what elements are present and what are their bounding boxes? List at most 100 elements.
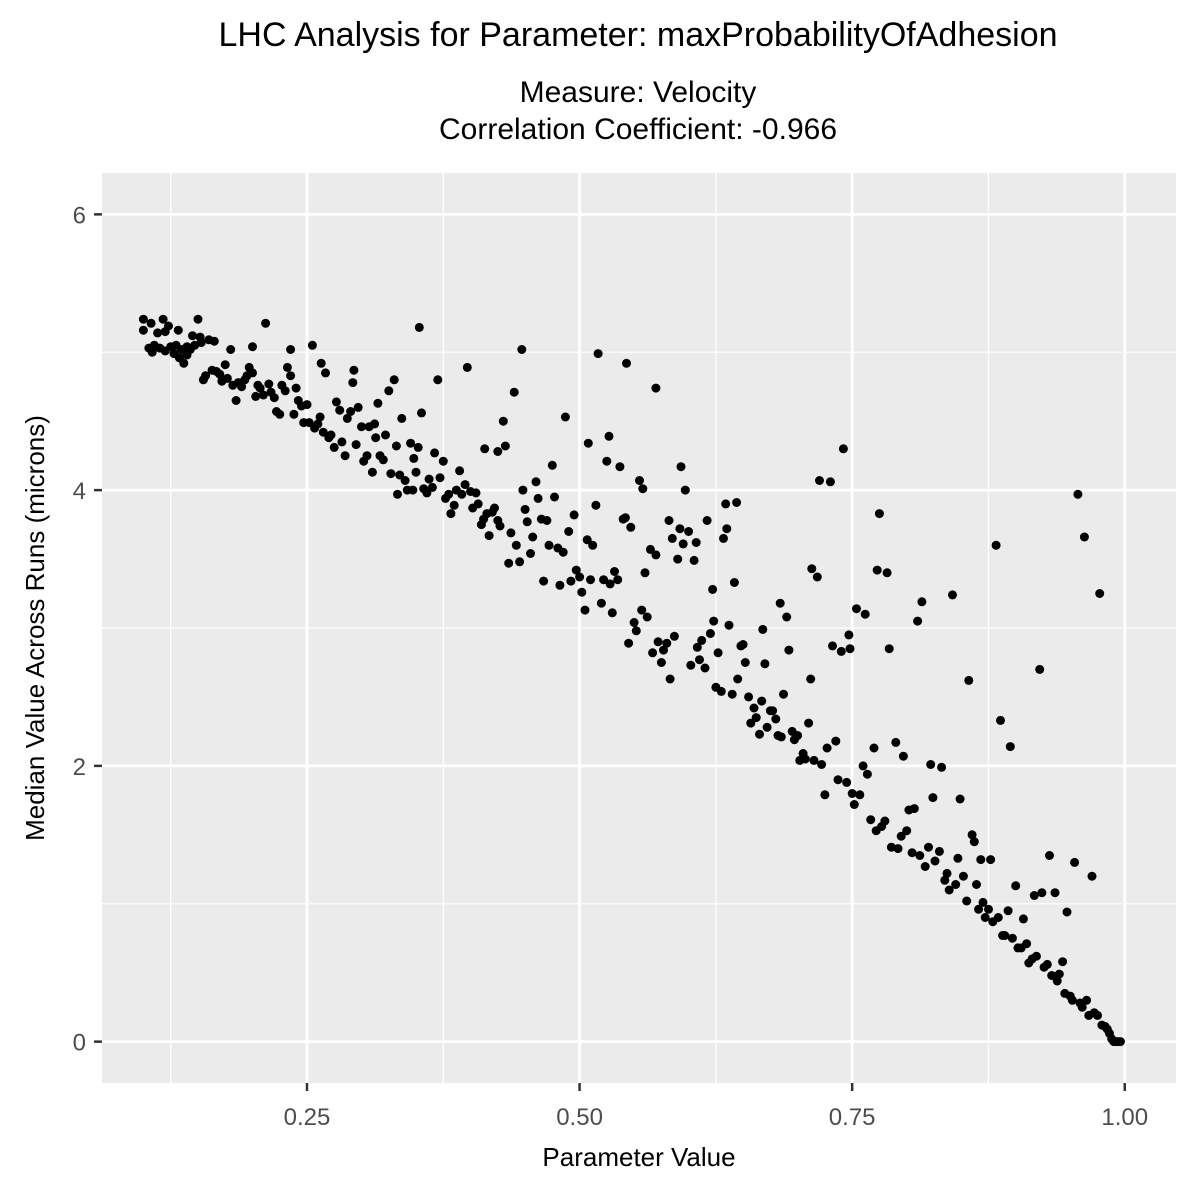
data-point bbox=[680, 485, 690, 495]
data-point bbox=[940, 875, 950, 885]
data-point bbox=[313, 419, 323, 429]
data-point bbox=[749, 703, 759, 713]
data-point bbox=[391, 441, 401, 451]
data-point bbox=[984, 904, 993, 914]
data-point bbox=[495, 521, 505, 531]
data-point bbox=[844, 630, 854, 640]
data-point bbox=[550, 492, 559, 502]
data-point bbox=[721, 499, 731, 509]
data-point bbox=[490, 503, 499, 513]
data-point bbox=[531, 477, 541, 487]
data-point bbox=[571, 565, 581, 575]
data-point bbox=[775, 598, 785, 608]
data-point bbox=[173, 325, 183, 335]
data-point bbox=[357, 422, 366, 432]
data-point bbox=[261, 318, 271, 328]
data-point bbox=[757, 696, 767, 706]
data-point bbox=[836, 646, 846, 656]
data-point bbox=[596, 598, 606, 608]
data-point bbox=[934, 846, 944, 856]
data-points bbox=[138, 314, 1125, 1047]
data-point bbox=[411, 467, 421, 477]
data-point bbox=[709, 616, 719, 626]
data-point bbox=[580, 605, 590, 615]
y-tick-label: 4 bbox=[73, 478, 86, 505]
data-point bbox=[825, 477, 835, 487]
y-axis-title: Median Value Across Runs (microns) bbox=[20, 415, 50, 841]
data-point bbox=[642, 612, 652, 622]
data-point bbox=[304, 418, 314, 428]
data-point bbox=[280, 386, 290, 396]
data-point bbox=[1079, 532, 1089, 542]
data-point bbox=[958, 871, 968, 881]
data-point bbox=[462, 362, 472, 372]
data-point bbox=[729, 578, 739, 587]
data-point bbox=[727, 689, 737, 699]
data-point bbox=[831, 736, 841, 746]
data-point bbox=[164, 321, 173, 331]
data-point bbox=[996, 715, 1005, 725]
data-point bbox=[435, 473, 445, 483]
data-point bbox=[286, 371, 296, 381]
data-point bbox=[215, 369, 225, 379]
data-point bbox=[1045, 851, 1054, 860]
data-point bbox=[362, 451, 372, 461]
data-point bbox=[397, 413, 407, 423]
data-point bbox=[874, 509, 884, 519]
data-point bbox=[828, 641, 837, 651]
data-point bbox=[500, 441, 510, 451]
data-point bbox=[697, 635, 707, 645]
data-point bbox=[248, 368, 257, 378]
data-point bbox=[307, 340, 317, 350]
data-point bbox=[196, 338, 206, 348]
data-point bbox=[1037, 888, 1047, 898]
data-point bbox=[955, 794, 965, 804]
data-point bbox=[951, 880, 961, 889]
x-tick-label: 0.75 bbox=[829, 1104, 876, 1131]
data-point bbox=[591, 500, 601, 510]
data-point bbox=[852, 604, 861, 614]
data-point bbox=[667, 533, 677, 543]
data-point bbox=[928, 793, 938, 803]
data-point bbox=[193, 314, 203, 324]
data-point bbox=[620, 513, 630, 523]
data-point bbox=[258, 390, 268, 400]
data-point bbox=[974, 904, 984, 914]
data-point bbox=[555, 580, 565, 590]
data-point bbox=[1029, 891, 1039, 900]
data-point bbox=[993, 913, 1003, 922]
data-point bbox=[348, 378, 358, 388]
data-point bbox=[1011, 881, 1021, 891]
data-point bbox=[656, 658, 666, 667]
data-point bbox=[648, 648, 658, 658]
data-point bbox=[920, 862, 930, 871]
data-point bbox=[806, 674, 816, 684]
data-point bbox=[751, 713, 761, 723]
data-point bbox=[547, 460, 557, 470]
data-point bbox=[626, 522, 636, 532]
data-point bbox=[533, 493, 543, 503]
data-point bbox=[393, 489, 402, 499]
data-point bbox=[153, 328, 163, 338]
data-point bbox=[1115, 1037, 1125, 1047]
data-point bbox=[509, 387, 519, 397]
data-point bbox=[289, 409, 299, 419]
data-point bbox=[386, 469, 396, 479]
data-point bbox=[847, 789, 857, 798]
data-point bbox=[251, 391, 261, 401]
data-point bbox=[1050, 888, 1060, 898]
data-point bbox=[275, 409, 285, 419]
data-point bbox=[367, 467, 377, 477]
data-point bbox=[866, 815, 876, 825]
data-point bbox=[716, 686, 726, 696]
data-point bbox=[969, 837, 979, 847]
data-point bbox=[700, 663, 710, 673]
data-point bbox=[282, 362, 292, 372]
data-point bbox=[602, 456, 612, 466]
data-point bbox=[812, 572, 822, 582]
data-point bbox=[1062, 907, 1072, 917]
data-point bbox=[758, 624, 768, 634]
data-point bbox=[793, 731, 803, 740]
data-point bbox=[413, 442, 423, 452]
